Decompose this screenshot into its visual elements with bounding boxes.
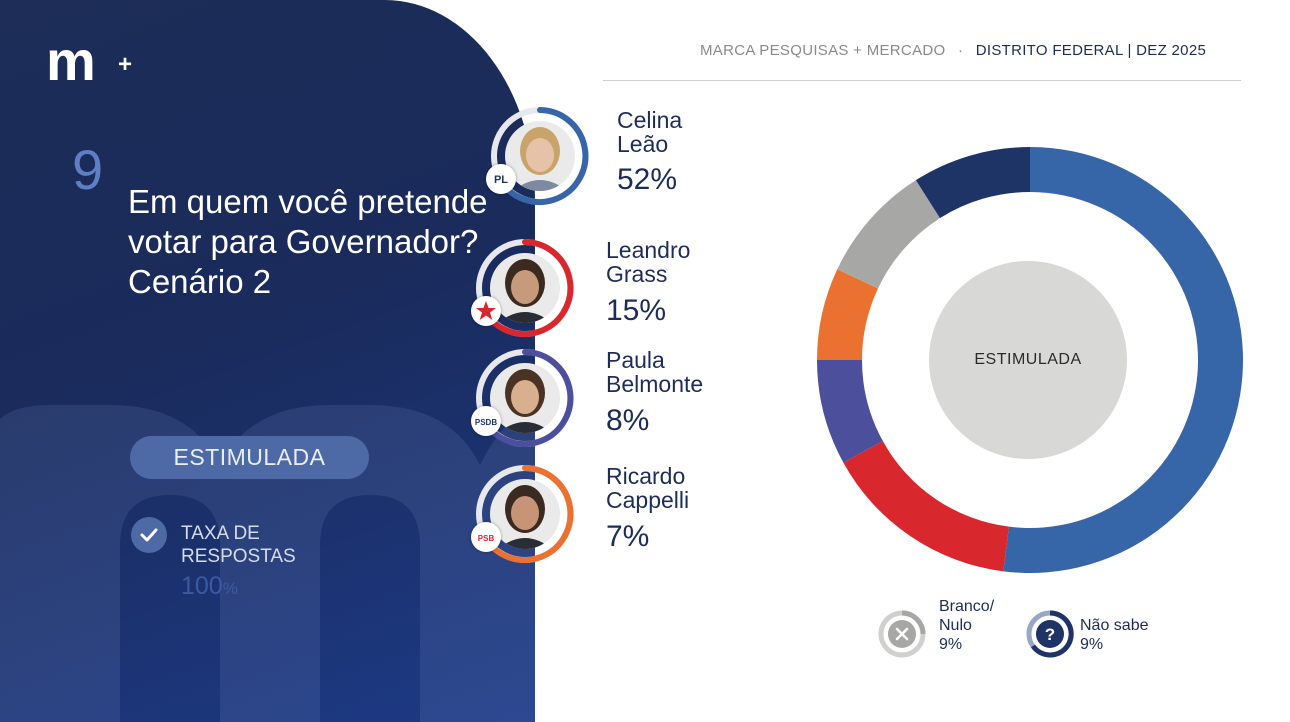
party-logo-psdb: PSDB <box>471 406 501 436</box>
candidate-2-percentage: 15% <box>606 294 667 327</box>
brand-logo: m + <box>46 42 132 86</box>
donut-slice-1 <box>1003 147 1243 573</box>
legend-branco-nulo-value: 9% <box>939 636 963 653</box>
legend-branco-nulo-line2: Nulo <box>939 617 972 634</box>
candidate-3-name-line2: Belmonte <box>606 371 704 397</box>
legend-branco-nulo-line1: Branco/ <box>939 598 995 615</box>
header-region: DISTRITO FEDERAL | DEZ 2025 <box>975 42 1207 59</box>
donut-slice-4 <box>817 269 878 360</box>
candidate-2-ring <box>476 239 574 337</box>
candidate-3-name: Paula Belmonte <box>606 348 703 396</box>
candidate-2-photo <box>490 253 560 323</box>
candidate-1-percentage: 52% <box>617 163 678 196</box>
svg-text:PSB: PSB <box>478 534 495 543</box>
candidate-1-photo <box>505 121 575 191</box>
svg-text:PL: PL <box>494 174 508 186</box>
donut-slice-2 <box>843 440 1009 572</box>
donut-center-label: ESTIMULADA <box>929 261 1127 459</box>
svg-text:?: ? <box>1045 625 1055 644</box>
candidate-3-photo <box>490 363 560 433</box>
legend-nao-sabe-value: 9% <box>1080 636 1104 653</box>
candidate-1-name: Celina Leão <box>617 108 682 156</box>
candidate-3-name-line1: Paula <box>606 347 665 373</box>
candidate-4-ring <box>476 465 574 563</box>
party-logo-psb: PSB <box>471 522 501 552</box>
brand-logo-plus: + <box>118 51 132 78</box>
candidate-2-name-line1: Leandro <box>606 237 691 263</box>
candidate-1-name-line1: Celina <box>617 107 683 133</box>
header-separator: · <box>957 42 964 59</box>
header-source: MARCA PESQUISAS + MERCADO <box>700 42 946 59</box>
donut-slice-6 <box>915 147 1030 219</box>
brand-logo-m: m <box>46 42 96 86</box>
candidate-1-ring <box>491 107 589 205</box>
header-divider <box>603 80 1241 81</box>
candidate-1-name-line2: Leão <box>617 131 669 157</box>
candidate-4-name-line2: Cappelli <box>606 487 690 513</box>
svg-text:PSDB: PSDB <box>475 418 497 427</box>
donut-chart <box>817 147 1243 573</box>
candidate-4-percentage: 7% <box>606 520 650 553</box>
candidate-2-name: Leandro Grass <box>606 238 690 286</box>
donut-slice-5 <box>837 180 940 289</box>
response-rate-label: TAXA DE RESPOSTAS <box>181 523 296 567</box>
question-icon: ? <box>1026 610 1074 658</box>
candidate-2-name-line2: Grass <box>606 261 668 287</box>
left-panel: m + 9 Em quem você pretende votar para G… <box>0 0 535 722</box>
legend-nao-sabe: Não sabe 9% <box>1080 616 1149 654</box>
check-icon <box>131 517 167 553</box>
mode-pill: ESTIMULADA <box>130 436 369 479</box>
response-rate-number: 100 <box>181 572 223 600</box>
candidate-4-photo <box>490 479 560 549</box>
candidate-4-name-line1: Ricardo <box>606 463 686 489</box>
question-text: Em quem você pretende votar para Governa… <box>128 183 488 300</box>
candidate-4-name: Ricardo Cappelli <box>606 464 689 512</box>
question-number: 9 <box>72 138 104 201</box>
donut-slice-3 <box>817 360 883 463</box>
x-icon <box>878 610 926 658</box>
response-rate-value: 100% <box>181 572 238 601</box>
header: MARCA PESQUISAS + MERCADO · DISTRITO FED… <box>700 42 1206 59</box>
response-rate-unit: % <box>222 579 238 598</box>
party-logo-pl: PL <box>486 164 516 194</box>
party-logo-pt <box>471 296 501 326</box>
candidate-3-ring <box>476 349 574 447</box>
legend-branco-nulo: Branco/ Nulo 9% <box>939 597 994 654</box>
legend-nao-sabe-label: Não sabe <box>1080 617 1149 634</box>
candidate-3-percentage: 8% <box>606 404 650 437</box>
background-m-watermark <box>0 405 535 722</box>
